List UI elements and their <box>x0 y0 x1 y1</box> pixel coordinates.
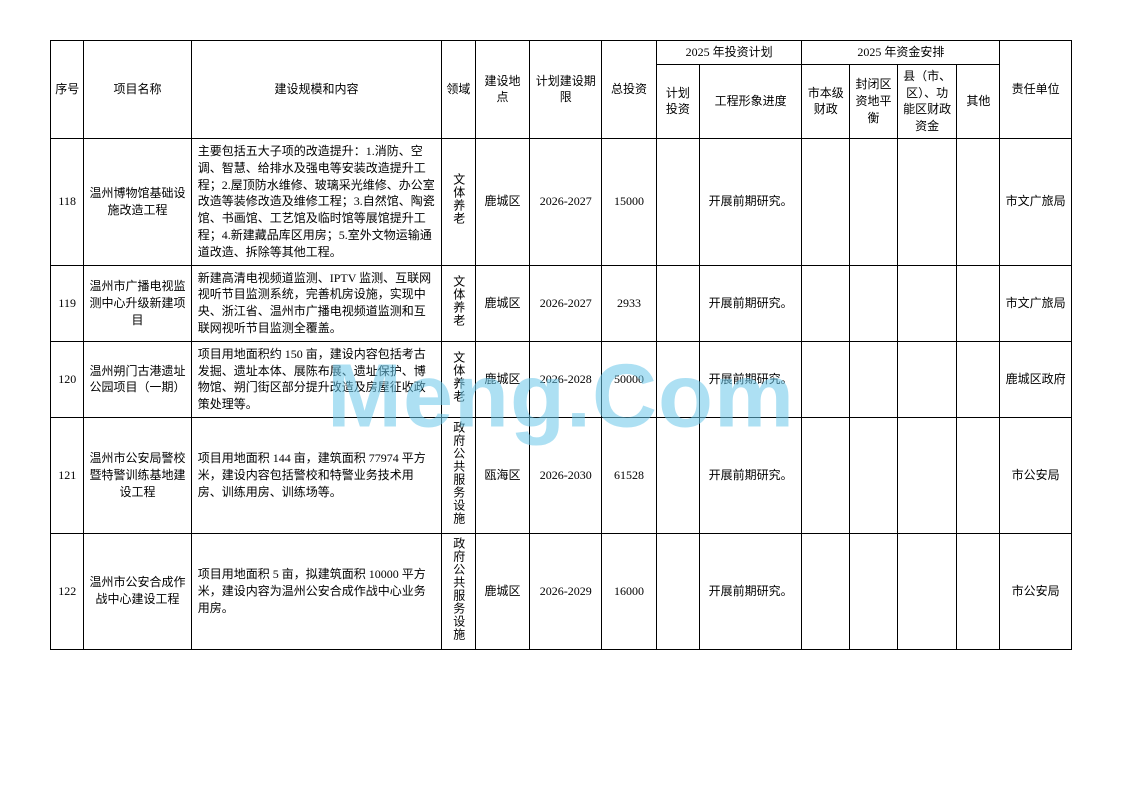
header-responsible: 责任单位 <box>1000 41 1072 139</box>
cell-name: 温州朔门古港遗址公园项目（一期） <box>84 341 191 417</box>
cell-domain: 文体养老 <box>442 138 475 265</box>
header-content: 建设规模和内容 <box>191 41 441 139</box>
cell-content: 项目用地面积 144 亩，建筑面积 77974 平方米，建设内容包括警校和特警业… <box>191 417 441 533</box>
table-row: 118温州博物馆基础设施改造工程主要包括五大子项的改造提升：1.消防、空调、智慧… <box>51 138 1072 265</box>
cell-period: 2026-2029 <box>530 533 602 649</box>
cell-responsible: 市文广旅局 <box>1000 138 1072 265</box>
cell-total-invest: 15000 <box>602 138 657 265</box>
cell-domain: 文体养老 <box>442 341 475 417</box>
cell-city-finance <box>802 533 850 649</box>
cell-closed-balance <box>850 138 898 265</box>
table-row: 120温州朔门古港遗址公园项目（一期）项目用地面积约 150 亩，建设内容包括考… <box>51 341 1072 417</box>
cell-period: 2026-2028 <box>530 341 602 417</box>
cell-content: 新建高清电视频道监测、IPTV 监测、互联网视听节目监测系统，完善机房设施，实现… <box>191 265 441 341</box>
header-name: 项目名称 <box>84 41 191 139</box>
cell-domain: 政府公共服务设施 <box>442 533 475 649</box>
cell-closed-balance <box>850 265 898 341</box>
header-row-1: 序号 项目名称 建设规模和内容 领域 建设地点 计划建设期限 总投资 2025 … <box>51 41 1072 65</box>
cell-domain: 政府公共服务设施 <box>442 417 475 533</box>
header-closed-balance: 封闭区资地平衡 <box>850 64 898 138</box>
cell-name: 温州市公安合成作战中心建设工程 <box>84 533 191 649</box>
cell-location: 鹿城区 <box>475 341 530 417</box>
header-county-finance: 县（市、区）、功能区财政资金 <box>897 64 957 138</box>
cell-progress: 开展前期研究。 <box>699 417 802 533</box>
header-other: 其他 <box>957 64 1000 138</box>
cell-county-finance <box>897 533 957 649</box>
cell-content: 项目用地面积约 150 亩，建设内容包括考古发掘、遗址本体、展陈布展、遗址保护、… <box>191 341 441 417</box>
cell-total-invest: 16000 <box>602 533 657 649</box>
table-row: 121温州市公安局警校暨特警训练基地建设工程项目用地面积 144 亩，建筑面积 … <box>51 417 1072 533</box>
cell-content: 主要包括五大子项的改造提升：1.消防、空调、智慧、给排水及强电等安装改造提升工程… <box>191 138 441 265</box>
cell-other <box>957 341 1000 417</box>
cell-seq: 121 <box>51 417 84 533</box>
cell-progress: 开展前期研究。 <box>699 265 802 341</box>
header-period: 计划建设期限 <box>530 41 602 139</box>
header-total-invest: 总投资 <box>602 41 657 139</box>
cell-seq: 118 <box>51 138 84 265</box>
cell-plan-invest <box>656 533 699 649</box>
cell-total-invest: 61528 <box>602 417 657 533</box>
cell-responsible: 市公安局 <box>1000 417 1072 533</box>
cell-seq: 120 <box>51 341 84 417</box>
cell-county-finance <box>897 417 957 533</box>
header-fund-2025: 2025 年资金安排 <box>802 41 1000 65</box>
cell-location: 鹿城区 <box>475 265 530 341</box>
cell-plan-invest <box>656 138 699 265</box>
cell-county-finance <box>897 138 957 265</box>
cell-location: 鹿城区 <box>475 138 530 265</box>
cell-period: 2026-2030 <box>530 417 602 533</box>
cell-county-finance <box>897 265 957 341</box>
cell-name: 温州博物馆基础设施改造工程 <box>84 138 191 265</box>
cell-content: 项目用地面积 5 亩，拟建筑面积 10000 平方米，建设内容为温州公安合成作战… <box>191 533 441 649</box>
cell-seq: 122 <box>51 533 84 649</box>
header-seq: 序号 <box>51 41 84 139</box>
cell-city-finance <box>802 138 850 265</box>
cell-responsible: 市文广旅局 <box>1000 265 1072 341</box>
table-row: 122温州市公安合成作战中心建设工程项目用地面积 5 亩，拟建筑面积 10000… <box>51 533 1072 649</box>
cell-other <box>957 417 1000 533</box>
cell-city-finance <box>802 341 850 417</box>
cell-plan-invest <box>656 417 699 533</box>
cell-county-finance <box>897 341 957 417</box>
cell-other <box>957 533 1000 649</box>
cell-city-finance <box>802 417 850 533</box>
cell-name: 温州市广播电视监测中心升级新建项目 <box>84 265 191 341</box>
header-plan-invest: 计划投资 <box>656 64 699 138</box>
header-plan-2025: 2025 年投资计划 <box>656 41 802 65</box>
cell-closed-balance <box>850 341 898 417</box>
cell-closed-balance <box>850 533 898 649</box>
cell-responsible: 市公安局 <box>1000 533 1072 649</box>
cell-responsible: 鹿城区政府 <box>1000 341 1072 417</box>
cell-period: 2026-2027 <box>530 265 602 341</box>
cell-progress: 开展前期研究。 <box>699 533 802 649</box>
cell-location: 鹿城区 <box>475 533 530 649</box>
cell-total-invest: 2933 <box>602 265 657 341</box>
header-location: 建设地点 <box>475 41 530 139</box>
projects-table: 序号 项目名称 建设规模和内容 领域 建设地点 计划建设期限 总投资 2025 … <box>50 40 1072 650</box>
cell-domain: 文体养老 <box>442 265 475 341</box>
cell-seq: 119 <box>51 265 84 341</box>
header-city-finance: 市本级财政 <box>802 64 850 138</box>
cell-plan-invest <box>656 265 699 341</box>
cell-name: 温州市公安局警校暨特警训练基地建设工程 <box>84 417 191 533</box>
cell-other <box>957 138 1000 265</box>
cell-progress: 开展前期研究。 <box>699 138 802 265</box>
cell-total-invest: 50000 <box>602 341 657 417</box>
header-domain: 领域 <box>442 41 475 139</box>
cell-plan-invest <box>656 341 699 417</box>
cell-other <box>957 265 1000 341</box>
cell-city-finance <box>802 265 850 341</box>
cell-period: 2026-2027 <box>530 138 602 265</box>
table-row: 119温州市广播电视监测中心升级新建项目新建高清电视频道监测、IPTV 监测、互… <box>51 265 1072 341</box>
cell-closed-balance <box>850 417 898 533</box>
header-progress: 工程形象进度 <box>699 64 802 138</box>
cell-location: 瓯海区 <box>475 417 530 533</box>
cell-progress: 开展前期研究。 <box>699 341 802 417</box>
